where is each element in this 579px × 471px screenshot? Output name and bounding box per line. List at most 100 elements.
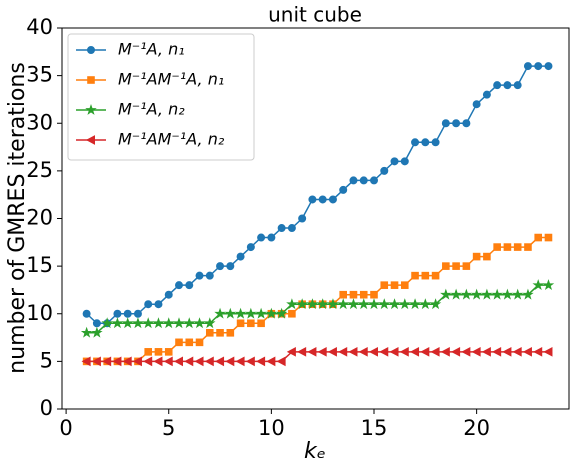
legend-box [67, 33, 255, 161]
marker [297, 347, 307, 357]
y-tick-label: 20 [26, 206, 53, 230]
marker [419, 298, 432, 310]
marker [257, 233, 266, 242]
marker [175, 338, 183, 347]
marker [348, 347, 358, 357]
marker [193, 317, 206, 329]
marker [430, 347, 440, 357]
marker [92, 319, 101, 328]
marker [82, 309, 91, 318]
marker [236, 252, 245, 261]
x-tick-label: 10 [258, 416, 285, 440]
marker [316, 298, 329, 310]
marker [451, 347, 461, 357]
marker [460, 288, 473, 300]
marker [399, 298, 411, 310]
marker [543, 347, 553, 357]
marker [184, 356, 194, 367]
marker [440, 347, 450, 357]
marker [534, 233, 543, 242]
legend-marker [87, 76, 95, 84]
marker [306, 298, 319, 310]
marker [349, 176, 358, 185]
marker [378, 298, 390, 310]
marker [185, 338, 194, 347]
marker [513, 81, 522, 90]
marker [276, 356, 286, 367]
marker [421, 271, 430, 280]
y-axis-label: number of GMRES iterations [5, 62, 30, 374]
marker [153, 356, 163, 367]
marker [80, 326, 93, 338]
marker [523, 62, 532, 71]
marker [522, 288, 534, 300]
marker [482, 90, 491, 99]
marker [337, 298, 349, 310]
series-line [86, 284, 549, 334]
marker [205, 271, 214, 280]
marker [214, 356, 225, 367]
marker [286, 298, 298, 310]
marker [154, 348, 163, 356]
marker [257, 319, 265, 328]
y-tick-label: 40 [26, 15, 53, 39]
legend-label: M⁻¹AM⁻¹A, n₂ [118, 130, 225, 149]
marker [234, 307, 247, 319]
legend-marker [85, 135, 95, 145]
y-tick-label: 35 [26, 63, 53, 87]
marker [183, 317, 195, 329]
marker [121, 317, 134, 329]
marker [513, 243, 522, 251]
marker [132, 356, 142, 367]
marker [245, 356, 255, 367]
marker [226, 262, 235, 271]
marker [163, 317, 175, 329]
y-tick-label: 10 [26, 301, 53, 325]
marker [255, 307, 267, 319]
marker [400, 157, 409, 166]
marker [307, 347, 317, 357]
marker [102, 356, 112, 367]
marker [492, 347, 502, 357]
marker [204, 356, 214, 367]
marker [470, 288, 483, 300]
marker [390, 157, 399, 166]
marker [481, 347, 491, 357]
marker [440, 288, 452, 300]
marker [164, 348, 173, 356]
marker [164, 290, 173, 299]
marker [370, 290, 378, 299]
marker [370, 176, 378, 185]
y-tick-label: 0 [40, 396, 53, 420]
marker [91, 356, 101, 367]
marker [175, 281, 183, 290]
marker [327, 347, 337, 357]
marker [204, 317, 216, 329]
marker [532, 279, 544, 291]
x-tick-label: 20 [463, 416, 490, 440]
y-tick-label: 5 [40, 348, 53, 372]
marker [328, 195, 337, 204]
marker [173, 317, 185, 329]
legend-label: M⁻¹AM⁻¹A, n₁ [118, 70, 224, 89]
marker [154, 300, 163, 309]
marker [349, 290, 358, 299]
marker [235, 356, 245, 367]
marker [359, 176, 368, 185]
chart-title: unit cube [268, 3, 362, 27]
marker [431, 138, 440, 147]
marker [339, 185, 348, 194]
marker [512, 347, 522, 357]
marker [503, 81, 512, 90]
marker [195, 338, 204, 347]
marker [308, 195, 317, 204]
marker [481, 288, 493, 300]
marker [142, 317, 154, 329]
marker [152, 317, 165, 329]
marker [327, 298, 339, 310]
marker [462, 119, 471, 128]
marker [214, 307, 226, 319]
marker [338, 347, 348, 357]
x-tick-label: 0 [59, 416, 72, 440]
